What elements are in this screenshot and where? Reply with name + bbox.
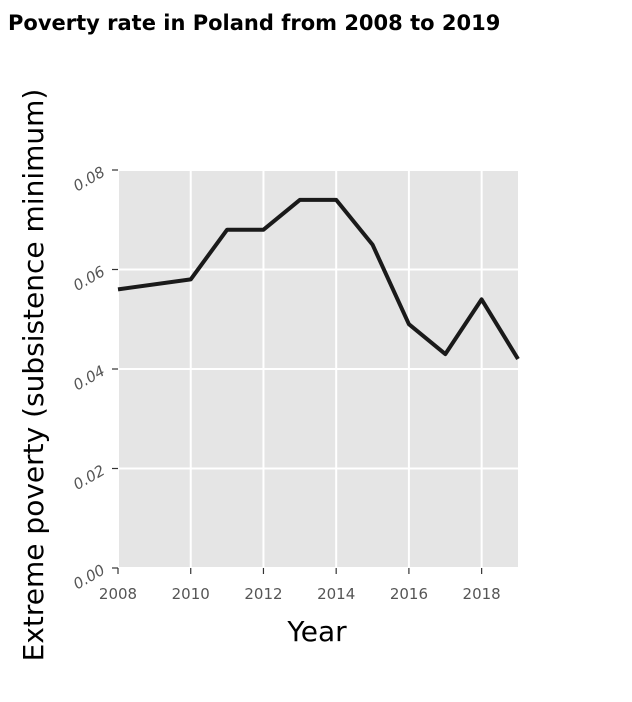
x-tick-label-2010: 2010 [172,585,210,603]
x-tick-label-2018: 2018 [463,585,501,603]
x-tick-label-2012: 2012 [244,585,282,603]
y-axis: 0.000.020.040.060.08 [70,163,118,593]
y-axis-title: Extreme poverty (subsistence minimum) [17,89,50,662]
y-tick-label-2: 0.04 [70,362,108,394]
y-tick-label-3: 0.06 [70,262,108,294]
data-points [117,199,519,360]
y-tick-label-1: 0.02 [70,461,108,493]
y-tick-label-4: 0.08 [70,163,108,195]
chart-title: Poverty rate in Poland from 2008 to 2019 [8,11,500,35]
series-line [117,197,520,361]
x-tick-label-2008: 2008 [99,585,137,603]
x-tick-label-2014: 2014 [317,585,355,603]
x-tick-label-2016: 2016 [390,585,428,603]
x-axis: 2008 2010 2012 2014 2016 2018 [99,568,501,603]
grid-lines [117,169,518,569]
x-axis-title: Year [286,615,347,648]
